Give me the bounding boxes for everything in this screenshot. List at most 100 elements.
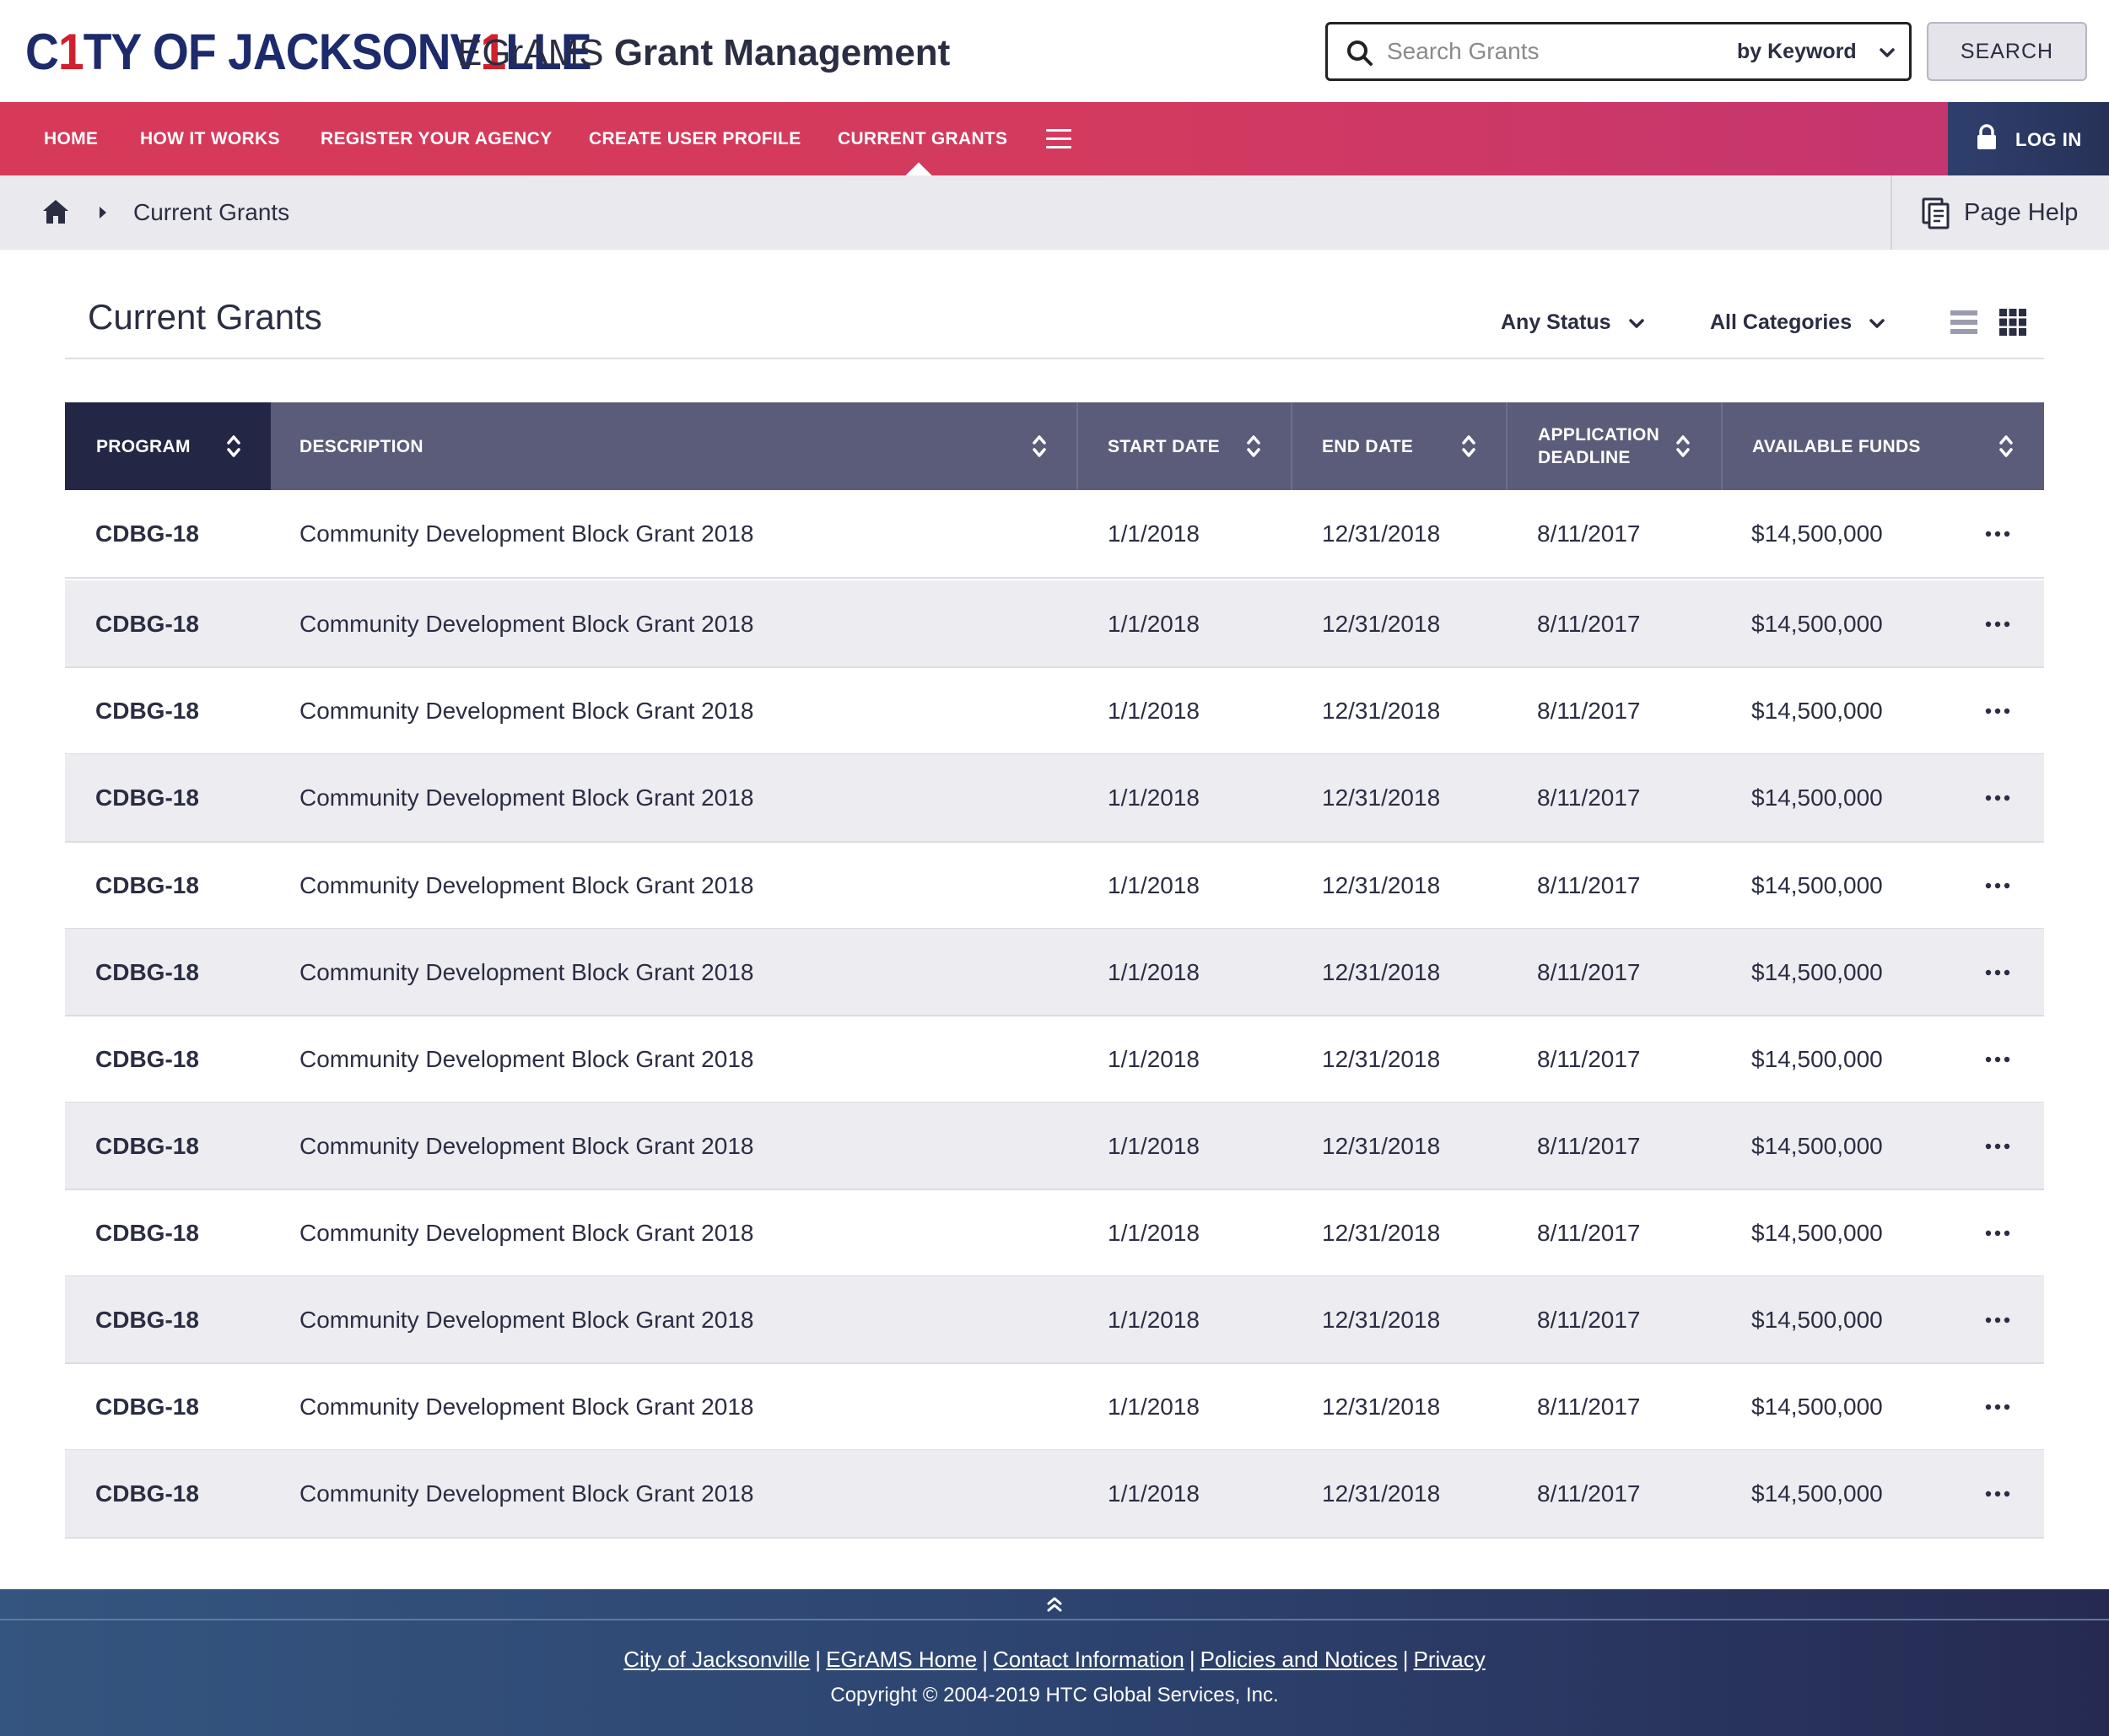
status-filter[interactable]: Any Status <box>1501 310 1611 334</box>
divider <box>0 1619 2109 1620</box>
sort-icon[interactable] <box>1246 434 1261 459</box>
cell-application-deadline: 8/11/2017 <box>1537 871 1641 898</box>
top-header: C 1 TY OF JACKSONV 1 LLE EGrAMS Grant Manage… <box>0 0 2109 102</box>
cell-start-date: 1/1/2018 <box>1108 610 1200 637</box>
login-button[interactable]: LOG IN <box>1948 102 2109 175</box>
chevron-down-icon[interactable] <box>1878 44 1896 62</box>
cell-description: Community Development Block Grant 2018 <box>299 958 754 985</box>
cell-application-deadline: 8/11/2017 <box>1537 697 1641 724</box>
cell-description: Community Development Block Grant 2018 <box>299 1132 754 1159</box>
more-options-icon[interactable] <box>1985 1317 2010 1324</box>
hamburger-icon[interactable] <box>1046 129 1071 149</box>
list-view-icon[interactable] <box>1950 309 1977 336</box>
more-options-icon[interactable] <box>1985 1230 2010 1237</box>
sort-icon[interactable] <box>1032 434 1047 459</box>
cell-program: CDBG-18 <box>95 1393 199 1420</box>
cell-end-date: 12/31/2018 <box>1322 1219 1441 1246</box>
more-options-icon[interactable] <box>1985 1491 2010 1497</box>
table-row[interactable]: CDBG-18 Community Development Block Grant… <box>65 929 2044 1016</box>
cell-available-funds: $14,500,000 <box>1751 871 1883 898</box>
more-options-icon[interactable] <box>1985 1404 2010 1410</box>
table-row[interactable]: CDBG-18 Community Development Block Grant… <box>65 580 2044 667</box>
more-options-icon[interactable] <box>1985 969 2010 976</box>
column-header-label: AVAILABLE FUNDS <box>1752 436 1921 456</box>
table-row[interactable]: CDBG-18 Community Development Block Grant… <box>65 667 2044 754</box>
page-help-link[interactable]: Page Help <box>1964 199 2079 226</box>
home-icon[interactable] <box>42 199 69 224</box>
more-options-icon[interactable] <box>1985 795 2010 801</box>
cell-description: Community Development Block Grant 2018 <box>299 1393 754 1420</box>
cell-application-deadline: 8/11/2017 <box>1537 784 1641 811</box>
chevron-down-icon[interactable] <box>1868 315 1886 333</box>
table-row[interactable]: CDBG-18 Community Development Block Grant… <box>65 1103 2044 1189</box>
cell-description: Community Development Block Grant 2018 <box>299 784 754 811</box>
cell-end-date: 12/31/2018 <box>1322 1393 1441 1420</box>
search-mode-select[interactable]: by Keyword <box>1737 40 1857 63</box>
cell-description: Community Development Block Grant 2018 <box>299 1306 754 1333</box>
more-options-icon[interactable] <box>1985 621 2010 628</box>
cell-description: Community Development Block Grant 2018 <box>299 520 754 547</box>
cell-start-date: 1/1/2018 <box>1108 871 1200 898</box>
cell-application-deadline: 8/11/2017 <box>1537 1132 1641 1159</box>
nav-item-how-it-works[interactable]: HOW IT WORKS <box>140 128 280 148</box>
sort-icon[interactable] <box>226 434 241 459</box>
search-icon <box>1347 40 1373 66</box>
footer-link-city[interactable]: City of Jacksonville <box>623 1647 811 1672</box>
sort-icon[interactable] <box>1998 434 2014 459</box>
table-row[interactable]: CDBG-18 Community Development Block Grant… <box>65 842 2044 929</box>
column-header-end-date[interactable]: END DATE <box>1322 402 1457 490</box>
divider <box>65 1015 2044 1016</box>
more-options-icon[interactable] <box>1985 531 2010 537</box>
cell-available-funds: $14,500,000 <box>1751 610 1883 637</box>
logo-text-mid: TY OF JACKSONV <box>83 23 482 80</box>
cell-application-deadline: 8/11/2017 <box>1537 520 1641 547</box>
grid-view-icon[interactable] <box>1999 309 2026 336</box>
footer-link-privacy[interactable]: Privacy <box>1413 1647 1486 1672</box>
more-options-icon[interactable] <box>1985 882 2010 889</box>
footer-link-policies[interactable]: Policies and Notices <box>1200 1647 1398 1672</box>
back-to-top-icon[interactable] <box>1046 1596 1063 1613</box>
cell-start-date: 1/1/2018 <box>1108 1480 1200 1507</box>
cell-end-date: 12/31/2018 <box>1322 1480 1441 1507</box>
table-row[interactable]: CDBG-18 Community Development Block Grant… <box>65 1363 2044 1450</box>
cell-available-funds: $14,500,000 <box>1751 1306 1883 1333</box>
column-header-description[interactable]: DESCRIPTION <box>299 402 654 490</box>
divider <box>65 1189 2044 1190</box>
cell-description: Community Development Block Grant 2018 <box>299 697 754 724</box>
column-header-available-funds[interactable]: AVAILABLE FUNDS <box>1752 402 1955 490</box>
cell-start-date: 1/1/2018 <box>1108 958 1200 985</box>
footer-separator: | <box>1402 1647 1409 1672</box>
more-options-icon[interactable] <box>1985 1056 2010 1063</box>
page-help-icon[interactable] <box>1922 197 1950 229</box>
category-filter[interactable]: All Categories <box>1710 310 1853 334</box>
nav-item-home[interactable]: HOME <box>44 128 99 148</box>
search-input[interactable] <box>1387 33 1707 70</box>
footer-link-egrams-home[interactable]: EGrAMS Home <box>826 1647 978 1672</box>
nav-item-create-user-profile[interactable]: CREATE USER PROFILE <box>589 128 801 148</box>
cell-description: Community Development Block Grant 2018 <box>299 610 754 637</box>
column-header-start-date[interactable]: START DATE <box>1108 402 1259 490</box>
table-row[interactable]: CDBG-18 Community Development Block Grant… <box>65 1189 2044 1276</box>
column-header-program[interactable]: PROGRAM <box>65 402 271 490</box>
table-row[interactable]: CDBG-18 Community Development Block Grant… <box>65 1450 2044 1538</box>
chevron-down-icon[interactable] <box>1627 315 1646 333</box>
nav-item-current-grants[interactable]: CURRENT GRANTS <box>838 128 1008 148</box>
lock-icon <box>1977 124 1996 149</box>
search-button[interactable]: SEARCH <box>1927 22 2087 81</box>
nav-item-register-agency[interactable]: REGISTER YOUR AGENCY <box>321 128 553 148</box>
table-row[interactable]: CDBG-18 Community Development Block Grant… <box>65 1276 2044 1363</box>
logo-text-c: C <box>25 23 59 80</box>
table-row[interactable]: CDBG-18 Community Development Block Grant… <box>65 490 2044 578</box>
footer-link-contact[interactable]: Contact Information <box>992 1647 1184 1672</box>
more-options-icon[interactable] <box>1985 708 2010 714</box>
cell-start-date: 1/1/2018 <box>1108 1132 1200 1159</box>
table-row[interactable]: CDBG-18 Community Development Block Grant… <box>65 754 2044 842</box>
more-options-icon[interactable] <box>1985 1143 2010 1150</box>
cell-application-deadline: 8/11/2017 <box>1537 1045 1641 1072</box>
sort-icon[interactable] <box>1675 434 1691 459</box>
column-header-application-deadline[interactable]: APPLICATION DEADLINE <box>1538 402 1681 490</box>
table-row[interactable]: CDBG-18 Community Development Block Grant… <box>65 1016 2044 1103</box>
city-logo[interactable]: C 1 TY OF JACKSONV 1 LLE <box>25 23 592 80</box>
cell-program: CDBG-18 <box>95 520 199 547</box>
sort-icon[interactable] <box>1461 434 1476 459</box>
